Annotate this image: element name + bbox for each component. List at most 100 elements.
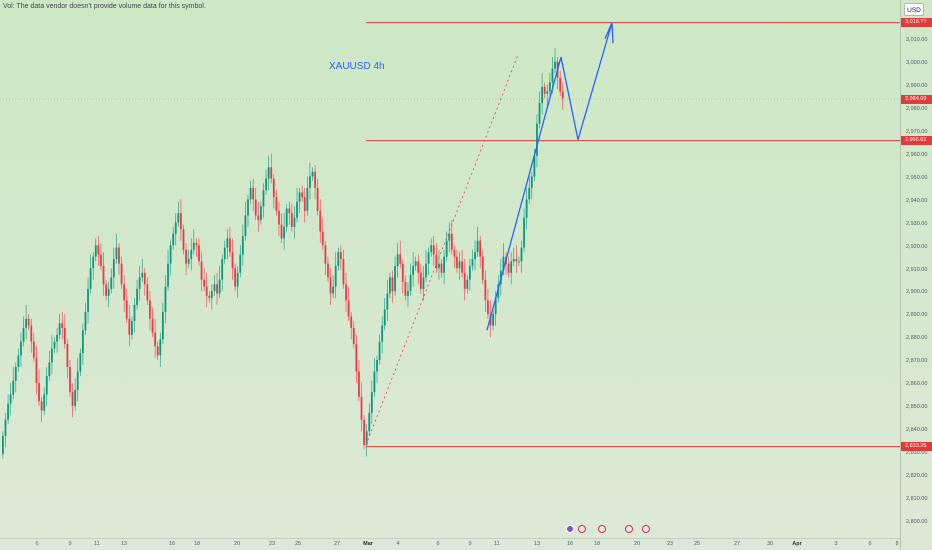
candle: [63, 327, 66, 344]
candle: [203, 279, 206, 287]
time-tick-label: 27: [733, 541, 741, 547]
candle: [316, 187, 319, 211]
candle: [543, 86, 546, 94]
time-tick-label: 16: [566, 541, 574, 547]
candle: [456, 256, 458, 269]
us-flag-event-icon[interactable]: [642, 525, 650, 533]
candle: [430, 245, 433, 253]
candle: [414, 261, 417, 266]
candle: [27, 318, 30, 326]
time-tick-label: 11: [494, 541, 500, 547]
candle: [244, 215, 247, 237]
candle: [9, 394, 12, 404]
price-tick-label: 2,980.00: [906, 105, 928, 112]
price-axis[interactable]: [900, 0, 932, 550]
candle: [546, 91, 549, 94]
candle: [156, 346, 159, 356]
candle: [319, 210, 322, 232]
candle: [275, 197, 278, 211]
candle: [136, 288, 138, 305]
candle: [20, 341, 22, 356]
candle: [481, 256, 484, 280]
candle: [265, 178, 267, 191]
candle: [417, 261, 420, 273]
candle: [149, 300, 151, 319]
candle: [260, 206, 262, 221]
candle: [523, 217, 525, 248]
candle: [487, 300, 489, 315]
candle: [347, 300, 350, 317]
candle: [133, 304, 136, 322]
price-tick-label: 2,860.00: [906, 381, 928, 388]
candle: [216, 284, 218, 294]
candle: [262, 190, 265, 207]
candle: [484, 279, 487, 301]
candle: [92, 256, 95, 269]
time-tick-label: 20: [233, 541, 241, 547]
candle: [461, 261, 464, 273]
candle: [332, 286, 335, 294]
candle: [386, 293, 389, 310]
candle: [301, 192, 304, 198]
candle: [182, 229, 185, 250]
time-tick-label: 20: [633, 541, 641, 547]
candle: [303, 197, 306, 211]
candle: [22, 327, 25, 342]
us-flag-event-icon[interactable]: [625, 525, 633, 533]
time-tick-label: 23: [268, 541, 276, 547]
candle: [458, 261, 461, 269]
candle: [515, 259, 518, 262]
candle: [94, 245, 97, 257]
candle: [120, 263, 123, 285]
candle: [536, 123, 538, 156]
candle: [118, 247, 120, 264]
candle: [17, 355, 20, 367]
candle: [146, 284, 149, 301]
candle: [69, 366, 71, 393]
volume-notice: Vol: The data vendor doesn't provide vol…: [3, 3, 206, 10]
candle: [107, 288, 110, 296]
candle: [533, 155, 536, 177]
candle: [525, 199, 528, 218]
us-flag-event-icon[interactable]: [598, 525, 606, 533]
current-price-label: 2,984.69: [901, 94, 932, 104]
time-tick-label: Apr: [792, 541, 802, 547]
candle: [56, 334, 58, 342]
candle: [492, 314, 494, 326]
currency-button[interactable]: USD: [904, 3, 924, 16]
candle: [296, 201, 298, 218]
candle: [164, 286, 167, 312]
us-flag-event-icon[interactable]: [578, 525, 586, 533]
candle: [383, 309, 386, 326]
candle: [198, 245, 200, 262]
candle: [115, 247, 118, 260]
time-axis[interactable]: [0, 538, 900, 550]
candle: [502, 256, 505, 271]
time-tick-label: 30: [766, 541, 774, 547]
candle: [257, 215, 260, 221]
candle: [352, 327, 355, 344]
candle: [180, 213, 182, 230]
dotted-trend-line: [365, 54, 519, 446]
candle: [440, 263, 443, 273]
candle: [87, 288, 89, 312]
candle: [169, 245, 172, 264]
candle: [38, 382, 40, 402]
candle: [293, 217, 296, 227]
candle: [399, 254, 402, 264]
flash-event-icon[interactable]: [566, 525, 574, 533]
candle: [389, 277, 391, 294]
candle: [404, 282, 407, 296]
candle: [192, 242, 195, 250]
candle: [32, 341, 35, 358]
candle: [339, 252, 342, 260]
candle: [247, 199, 249, 216]
candle: [61, 323, 64, 328]
time-tick-label: 3: [834, 541, 838, 547]
candle: [394, 265, 396, 292]
candle: [450, 233, 453, 250]
price-tick-label: 2,810.00: [906, 496, 928, 503]
candle: [131, 321, 133, 335]
